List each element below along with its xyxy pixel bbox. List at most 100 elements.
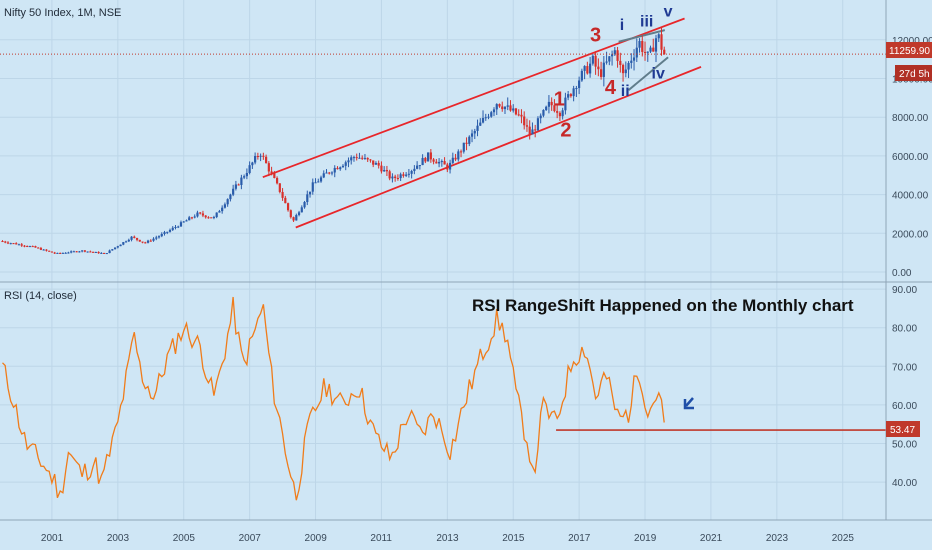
candle-body xyxy=(479,122,482,126)
candle-body xyxy=(621,64,625,74)
candle-body xyxy=(218,211,221,213)
candle-body xyxy=(135,237,139,240)
candle-body xyxy=(652,47,655,52)
candle-body xyxy=(561,110,564,117)
down-left-arrow-icon xyxy=(683,397,694,410)
candle-body xyxy=(108,250,111,254)
candle-body xyxy=(336,167,339,170)
candle-body xyxy=(440,161,443,163)
candle-body xyxy=(632,57,636,61)
candle-body xyxy=(160,233,163,237)
candle-body xyxy=(605,61,608,63)
time-tick-label: 2001 xyxy=(41,533,64,544)
candle-body xyxy=(4,241,7,243)
candle-body xyxy=(275,177,279,184)
candle-body xyxy=(196,212,199,217)
candle-body xyxy=(83,250,86,252)
current-price-label: 11259.90 xyxy=(889,46,930,57)
wave-label-sub: i xyxy=(620,17,624,34)
candle-body xyxy=(558,112,562,117)
candle-body xyxy=(550,101,553,106)
candle-body xyxy=(616,50,619,61)
candle-body xyxy=(199,212,202,214)
candle-body xyxy=(229,194,232,200)
candle-body xyxy=(256,155,259,157)
price-tick-label: 8000.00 xyxy=(892,113,929,124)
candle-body xyxy=(454,157,457,160)
candle-body xyxy=(130,236,133,240)
candle-body xyxy=(311,182,314,192)
rsi-annotation-text: RSI RangeShift Happened on the Monthly c… xyxy=(472,296,854,315)
candle-body xyxy=(358,157,361,159)
rsi-tick-label: 60.00 xyxy=(892,401,917,412)
candle-body xyxy=(567,94,570,98)
candle-body xyxy=(341,165,345,168)
rsi-value-badge-bg xyxy=(886,421,920,437)
rsi-tick-label: 50.00 xyxy=(892,440,917,451)
candle-body xyxy=(28,246,32,248)
candle-body xyxy=(146,240,150,243)
time-tick-label: 2011 xyxy=(370,533,392,544)
wedge-line xyxy=(627,56,669,91)
candle-body xyxy=(163,232,166,234)
candle-body xyxy=(517,114,520,116)
candle-body xyxy=(531,129,534,135)
candle-body xyxy=(501,106,504,110)
candle-body xyxy=(448,162,452,170)
candle-body xyxy=(34,246,37,248)
candle-body xyxy=(127,239,130,242)
candle-body xyxy=(608,56,611,62)
candle-body xyxy=(97,251,100,254)
candle-body xyxy=(245,173,248,177)
candle-body xyxy=(599,69,603,77)
rsi-value-label: 53.47 xyxy=(890,425,915,436)
candle-body xyxy=(9,243,12,245)
candle-body xyxy=(553,105,556,112)
candle-body xyxy=(317,181,320,183)
candle-body xyxy=(572,88,575,97)
time-tick-label: 2023 xyxy=(766,533,789,544)
candle-body xyxy=(45,249,48,251)
candle-body xyxy=(451,157,454,163)
candle-body xyxy=(569,94,572,97)
rsi-tick-label: 70.00 xyxy=(892,362,917,373)
candle-body xyxy=(1,241,4,243)
candle-body xyxy=(265,156,268,164)
wave-label-main: 2 xyxy=(560,120,571,142)
candle-body xyxy=(468,136,471,144)
candle-body xyxy=(152,238,155,241)
candle-body xyxy=(70,251,73,253)
candle-body xyxy=(380,165,383,172)
rsi-value-badge: 53.47 xyxy=(886,421,920,437)
candle-body xyxy=(113,247,117,250)
candle-body xyxy=(53,252,56,254)
candle-body xyxy=(330,172,334,174)
candle-body xyxy=(506,105,509,107)
candle-body xyxy=(102,252,106,254)
candle-body xyxy=(476,125,479,131)
countdown-badge-bg xyxy=(895,65,932,81)
candle-body xyxy=(539,115,542,119)
candle-body xyxy=(171,227,174,230)
candle-body xyxy=(75,251,78,253)
candle-body xyxy=(59,252,62,254)
candle-body xyxy=(399,174,402,179)
candle-body xyxy=(339,167,342,170)
candle-body xyxy=(72,251,75,253)
candle-body xyxy=(89,251,92,253)
candle-body xyxy=(405,174,408,176)
candle-body xyxy=(182,221,185,223)
candle-body xyxy=(185,220,188,222)
candle-body xyxy=(473,130,476,134)
candle-body xyxy=(284,197,287,204)
candle-body xyxy=(627,62,630,70)
grid xyxy=(0,0,886,520)
candle-body xyxy=(457,151,460,160)
candle-body xyxy=(377,162,380,166)
candle-body xyxy=(355,157,358,159)
candle-body xyxy=(583,66,586,71)
candle-body xyxy=(547,101,551,107)
candle-body xyxy=(564,97,567,111)
candle-body xyxy=(300,207,303,213)
